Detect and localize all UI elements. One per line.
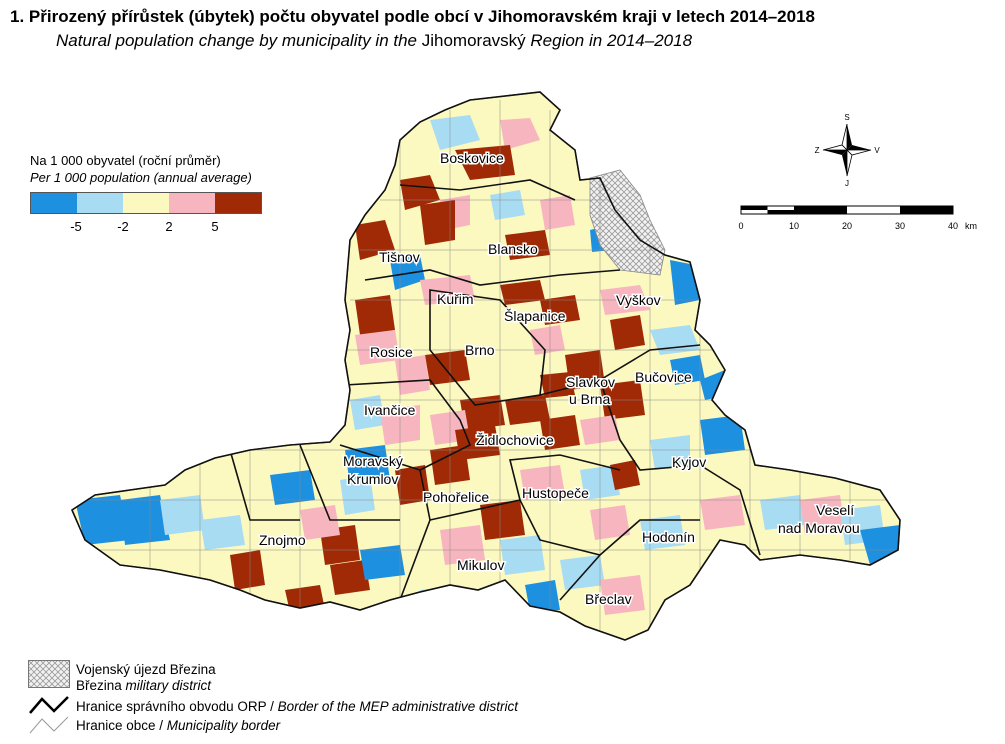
- town-label-mikulov: Mikulov: [457, 557, 504, 573]
- town-label-tisnov: Tišnov: [379, 249, 420, 265]
- town-label-pohorelice: Pohořelice: [423, 489, 489, 505]
- legend-swatch-4: [169, 193, 215, 213]
- town-label-rosice: Rosice: [370, 344, 413, 360]
- town-label-boskovice: Boskovice: [440, 150, 504, 166]
- legend-swatch-1: [31, 193, 77, 213]
- legend-heading-cz: Na 1 000 obyvatel (roční průměr): [30, 153, 221, 168]
- legend-break-3: 2: [165, 219, 173, 234]
- town-label-kyjov: Kyjov: [672, 454, 706, 470]
- town-label-ivancice: Ivančice: [364, 402, 416, 418]
- town-label-veseli: Veselí: [816, 502, 854, 518]
- legend-break-1: -5: [70, 219, 82, 234]
- town-label-hustopece: Hustopeče: [522, 485, 589, 501]
- town-label-hodonin: Hodonín: [642, 529, 695, 545]
- orp-border-swatch-icon: [29, 696, 69, 714]
- military-district-swatch: [28, 660, 70, 688]
- town-labels: Boskovice Blansko Tišnov Kuřim Vyškov Šl…: [258, 149, 862, 609]
- legend-break-4: 5: [211, 219, 219, 234]
- legend-heading-en: Per 1 000 population (annual average): [30, 170, 252, 185]
- town-label-znojmo: Znojmo: [259, 532, 306, 548]
- town-label-moravsky: Moravský: [343, 453, 403, 469]
- town-label-slavkov-2: u Brna: [569, 391, 610, 407]
- town-label-nad-moravou: nad Moravou: [778, 520, 860, 536]
- scale-tick-40: 40: [947, 221, 959, 231]
- scale-bar: [740, 205, 954, 215]
- legend-swatch-2: [77, 193, 123, 213]
- town-label-zidlochovice: Židlochovice: [476, 432, 554, 448]
- town-label-blansko: Blansko: [488, 241, 538, 257]
- compass-north-label: S: [844, 113, 849, 122]
- town-label-slapanice: Šlapanice: [504, 308, 566, 324]
- orp-border-legend: Hranice správního obvodu ORP / Border of…: [76, 699, 518, 714]
- scale-unit: km: [965, 221, 977, 231]
- compass-south-label: J: [845, 179, 849, 188]
- town-label-slavkov: Slavkov: [566, 374, 615, 390]
- town-label-bucovice: Bučovice: [635, 369, 692, 385]
- scale-tick-30: 30: [894, 221, 906, 231]
- town-label-breclav: Břeclav: [585, 591, 632, 607]
- municipality-patches: [75, 115, 900, 615]
- municipality-border-legend: Hranice obce / Municipality border: [76, 718, 281, 733]
- town-label-brno: Brno: [465, 342, 495, 358]
- military-district-legend: Vojenský újezd Březina Březina military …: [76, 662, 216, 693]
- compass-rose-icon: S J Z V: [815, 113, 881, 188]
- legend-swatch-3: [123, 193, 169, 213]
- town-label-vyskov: Vyškov: [616, 292, 661, 308]
- scale-tick-0: 0: [738, 221, 744, 231]
- map-title: 1. Přirozený přírůstek (úbytek) počtu ob…: [10, 7, 815, 26]
- town-label-krumlov: Krumlov: [347, 471, 398, 487]
- compass-west-label: Z: [815, 146, 820, 155]
- scale-tick-20: 20: [841, 221, 853, 231]
- compass-east-label: V: [874, 146, 880, 155]
- legend-color-ramp: [30, 192, 262, 214]
- municipality-border-swatch-icon: [29, 716, 69, 734]
- map-subtitle: Natural population change by municipalit…: [56, 31, 693, 50]
- scale-tick-10: 10: [788, 221, 800, 231]
- town-label-kurim: Kuřim: [437, 291, 474, 307]
- legend-swatch-5: [215, 193, 261, 213]
- legend-break-2: -2: [117, 219, 129, 234]
- legend-heading: Na 1 000 obyvatel (roční průměr) Per 1 0…: [30, 152, 252, 186]
